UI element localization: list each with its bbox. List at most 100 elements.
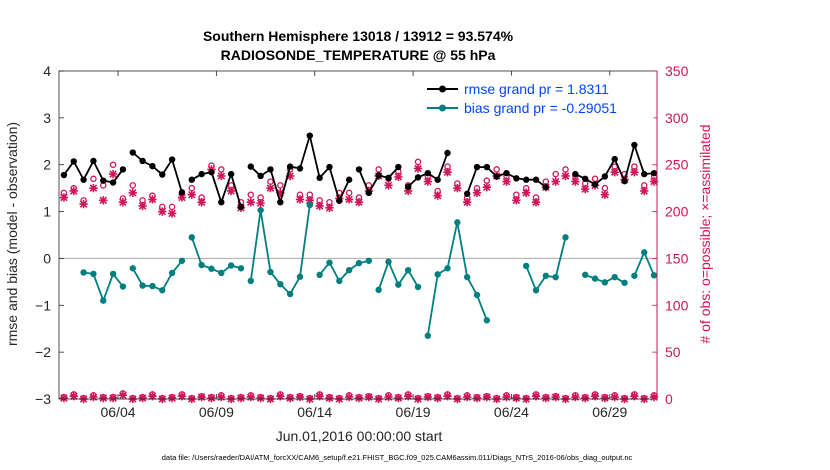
- obs-assimilated-marker: [177, 392, 187, 401]
- obs-assimilated-marker: [128, 188, 137, 197]
- obs-assimilated-marker: [217, 171, 226, 181]
- y2-tick-label: 100: [665, 297, 689, 313]
- obs-assimilated-marker: [472, 393, 482, 403]
- rmse-marker: [159, 171, 166, 178]
- rmse-marker: [463, 190, 471, 197]
- obs-assimilated-marker: [138, 201, 147, 211]
- bias-marker: [139, 282, 146, 289]
- obs-assimilated-marker: [99, 196, 108, 205]
- obs-assimilated-marker: [158, 207, 167, 216]
- bias-marker: [188, 234, 195, 241]
- bias-marker: [365, 257, 373, 264]
- obs-assimilated-marker: [236, 393, 246, 403]
- obs-assimilated-marker: [502, 392, 511, 402]
- bias-marker: [267, 268, 274, 276]
- rmse-marker: [444, 149, 451, 157]
- y-tick-label: 3: [43, 110, 51, 126]
- obs-assimilated-marker: [276, 188, 285, 197]
- bias-marker: [385, 258, 392, 265]
- x-axis-label: Jun.01,2016 00:00:00 start: [276, 428, 443, 444]
- obs-assimilated-marker: [581, 393, 590, 403]
- bias-marker: [463, 273, 471, 281]
- obs-assimilated-marker: [482, 183, 492, 192]
- bias-marker: [178, 257, 186, 264]
- legend-bias-marker: [439, 104, 446, 112]
- rmse-marker: [591, 181, 599, 188]
- obs-assimilated-marker: [59, 193, 69, 202]
- obs-assimilated-marker: [512, 196, 521, 205]
- obs-assimilated-marker: [79, 199, 88, 209]
- y-tick-label: −2: [35, 344, 51, 360]
- obs-assimilated-marker: [69, 392, 78, 401]
- y-tick-label: 1: [43, 204, 51, 220]
- obs-assimilated-marker: [551, 177, 560, 186]
- rmse-marker: [621, 177, 628, 185]
- rmse-marker: [149, 162, 156, 170]
- bias-marker: [208, 265, 215, 272]
- rmse-marker: [404, 183, 412, 190]
- rmse-marker: [503, 169, 510, 177]
- obs-assimilated-marker: [256, 393, 265, 403]
- obs-assimilated-marker: [148, 392, 157, 401]
- obs-assimilated-marker: [108, 169, 118, 179]
- rmse-marker: [385, 174, 392, 182]
- bias-marker: [650, 272, 658, 279]
- bias-marker: [444, 265, 451, 272]
- obs-assimilated-marker: [610, 168, 619, 177]
- obs-assimilated-marker: [610, 392, 619, 402]
- x-tick-label: 06/14: [297, 404, 332, 420]
- obs-assimilated-marker: [453, 183, 462, 193]
- rmse-marker: [326, 163, 333, 171]
- obs-assimilated-marker: [344, 195, 354, 204]
- rmse-marker: [375, 172, 382, 179]
- y2-tick-label: 50: [665, 344, 681, 360]
- bias-marker: [355, 259, 363, 267]
- bias-marker: [119, 283, 127, 290]
- obs-assimilated-marker: [207, 393, 216, 403]
- rmse-marker: [178, 189, 186, 196]
- rmse-marker: [493, 173, 500, 180]
- obs-assimilated-marker: [89, 183, 98, 193]
- bias-marker: [601, 279, 609, 286]
- bias-marker: [326, 259, 333, 266]
- rmse-marker: [100, 177, 107, 184]
- obs-assimilated-marker: [600, 393, 610, 403]
- bias-marker: [296, 273, 304, 280]
- obs-assimilated-marker: [482, 392, 492, 402]
- rmse-marker: [247, 163, 254, 170]
- obs-assimilated-marker: [118, 391, 128, 400]
- obs-assimilated-marker: [600, 190, 610, 199]
- obs-assimilated-marker: [256, 198, 265, 208]
- obs-assimilated-marker: [630, 168, 639, 177]
- obs-assimilated-marker: [463, 198, 472, 207]
- rmse-marker: [208, 169, 215, 176]
- obs-assimilated-marker: [571, 177, 580, 186]
- y-tick-label: 4: [43, 63, 51, 79]
- x-tick-label: 06/29: [592, 404, 627, 420]
- rmse-marker: [60, 171, 68, 179]
- obs-assimilated-marker: [551, 392, 560, 402]
- obs-assimilated-marker: [649, 177, 659, 186]
- rmse-marker: [277, 199, 284, 206]
- obs-assimilated-marker: [502, 177, 511, 186]
- bias-marker: [277, 281, 284, 288]
- obs-assimilated-marker: [315, 392, 324, 401]
- bias-marker: [611, 273, 618, 281]
- obs-assimilated-marker: [246, 392, 255, 402]
- obs-assimilated-marker: [177, 193, 187, 202]
- obs-assimilated-marker: [630, 392, 639, 401]
- y2-axis-label: # of obs: o=possible; ×=assimilated: [697, 124, 713, 343]
- bias-marker: [631, 272, 638, 279]
- y2-tick-label: 150: [665, 250, 689, 266]
- data-file-footer: data file: /Users/raeder/DAI/ATM_forcXX/…: [162, 453, 633, 462]
- tick-layer: 06/04 06/09 06/14 06/19 06/24 06/29 −3 −2 −1 0 1 2 3…: [35, 63, 689, 420]
- obs-assimilated-marker: [561, 171, 570, 181]
- rmse-marker: [365, 189, 373, 197]
- obs-assimilated-marker: [531, 392, 541, 401]
- obs-assimilated-marker: [167, 393, 177, 403]
- obs-assimilated-marker: [325, 203, 334, 212]
- bias-marker: [218, 269, 225, 277]
- rmse-marker: [257, 172, 264, 180]
- bias-marker: [434, 271, 441, 278]
- obs-assimilated-marker: [187, 190, 196, 199]
